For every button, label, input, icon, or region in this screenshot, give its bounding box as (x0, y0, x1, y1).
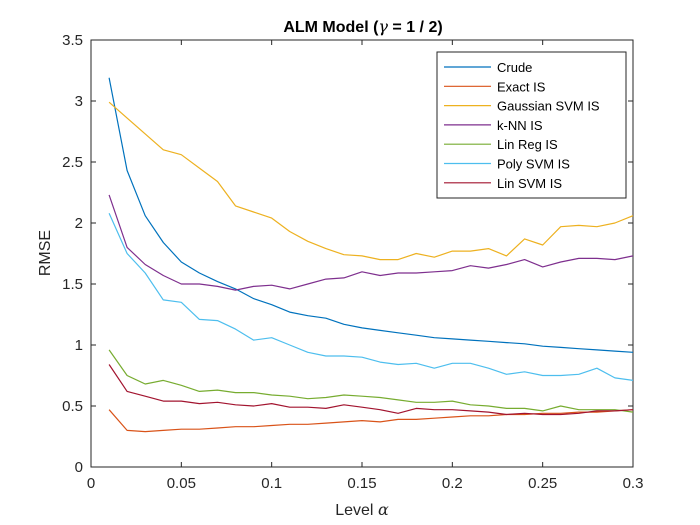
x-axis-label: Level α (335, 500, 389, 519)
x-tick-label: 0.25 (528, 475, 557, 492)
y-axis-label: RMSE (37, 230, 54, 276)
tick-marks (90, 39, 634, 468)
y-tick-labels: 0 0.5 1 1.5 2 2.5 3 3.5 (62, 32, 83, 476)
series-line-lin-reg-is (108, 349, 634, 413)
x-tick-labels: 0 0.05 0.1 0.15 0.2 0.25 0.3 (87, 475, 644, 492)
chart-title-part-1: ALM Model ( (283, 19, 379, 36)
chart-title-gamma: γ (378, 17, 388, 36)
y-tick-label: 2 (75, 215, 83, 232)
legend: Crude Exact IS Gaussian SVM IS k-NN IS Lin R… (436, 51, 627, 199)
series-line-exact-is (108, 409, 634, 433)
x-tick-label: 0.1 (261, 475, 282, 492)
legend-label-lin-svm-is: Lin SVM IS (497, 176, 562, 191)
y-tick-label: 0 (75, 459, 83, 476)
chart-title-part-2: = 1 / 2) (388, 19, 443, 36)
legend-label-k-nn-is: k-NN IS (497, 118, 543, 133)
y-tick-label: 3 (75, 93, 83, 110)
x-tick-label: 0 (87, 475, 95, 492)
series-line-gaussian-svm-is (108, 101, 634, 261)
legend-label-crude: Crude (497, 60, 532, 75)
series-line-k-nn-is (108, 194, 634, 291)
x-tick-label: 0.15 (347, 475, 376, 492)
chart-title: ALM Model (γ = 1 / 2) (283, 17, 442, 36)
series-line-crude (108, 77, 634, 353)
legend-label-lin-reg-is: Lin Reg IS (497, 137, 558, 152)
legend-label-exact-is: Exact IS (497, 79, 546, 94)
plot-area (90, 39, 634, 468)
legend-label-poly-svm-is: Poly SVM IS (497, 157, 570, 172)
x-tick-label: 0.2 (442, 475, 463, 492)
x-axis-label-text: Level (335, 502, 378, 519)
y-tick-label: 0.5 (62, 398, 83, 415)
series-line-poly-svm-is (108, 212, 634, 381)
legend-items: Crude Exact IS Gaussian SVM IS k-NN IS Lin R… (444, 60, 600, 191)
y-tick-label: 3.5 (62, 32, 83, 49)
x-tick-label: 0.05 (167, 475, 196, 492)
series-layer (108, 77, 634, 433)
y-tick-label: 2.5 (62, 154, 83, 171)
series-line-lin-svm-is (108, 364, 634, 416)
legend-label-gaussian-svm-is: Gaussian SVM IS (497, 99, 600, 114)
x-axis-label-alpha: α (378, 500, 389, 519)
y-tick-label: 1.5 (62, 276, 83, 293)
y-tick-label: 1 (75, 337, 83, 354)
x-tick-label: 0.3 (623, 475, 644, 492)
